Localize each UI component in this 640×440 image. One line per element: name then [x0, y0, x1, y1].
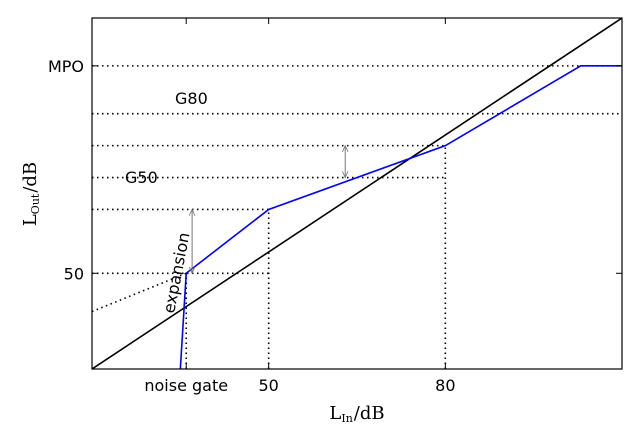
tick-layer: noise gate 50 80 50 MPO	[48, 18, 622, 395]
linear-extrapolation-line	[92, 272, 187, 313]
g80-label: G80	[175, 89, 208, 108]
io-curve-line	[179, 65, 622, 369]
x-axis-label-sub: In	[341, 412, 352, 425]
y-axis-label: LOut/dB	[20, 162, 42, 226]
reference-lines	[92, 65, 622, 369]
y-axis-label-main: L	[20, 214, 41, 226]
x-axis-label: LIn/dB	[329, 403, 384, 425]
y-axis-label-sub: Out	[29, 193, 42, 214]
series-layer	[92, 18, 622, 369]
x-axis-label-main: L	[329, 403, 341, 424]
x-tick-label-2: 80	[435, 376, 455, 395]
identity-line	[92, 18, 622, 369]
plot-frame	[91, 17, 623, 370]
x-tick-label-1: 50	[258, 376, 278, 395]
x-tick-label-0: noise gate	[144, 376, 228, 395]
x-axis-label-unit: /dB	[354, 403, 385, 424]
y-axis-label-unit: /dB	[20, 162, 41, 193]
y-tick-label-1: MPO	[48, 57, 84, 76]
annotation-layer	[192, 146, 345, 274]
g50-label: G50	[125, 168, 158, 187]
y-tick-label-0: 50	[64, 264, 84, 283]
